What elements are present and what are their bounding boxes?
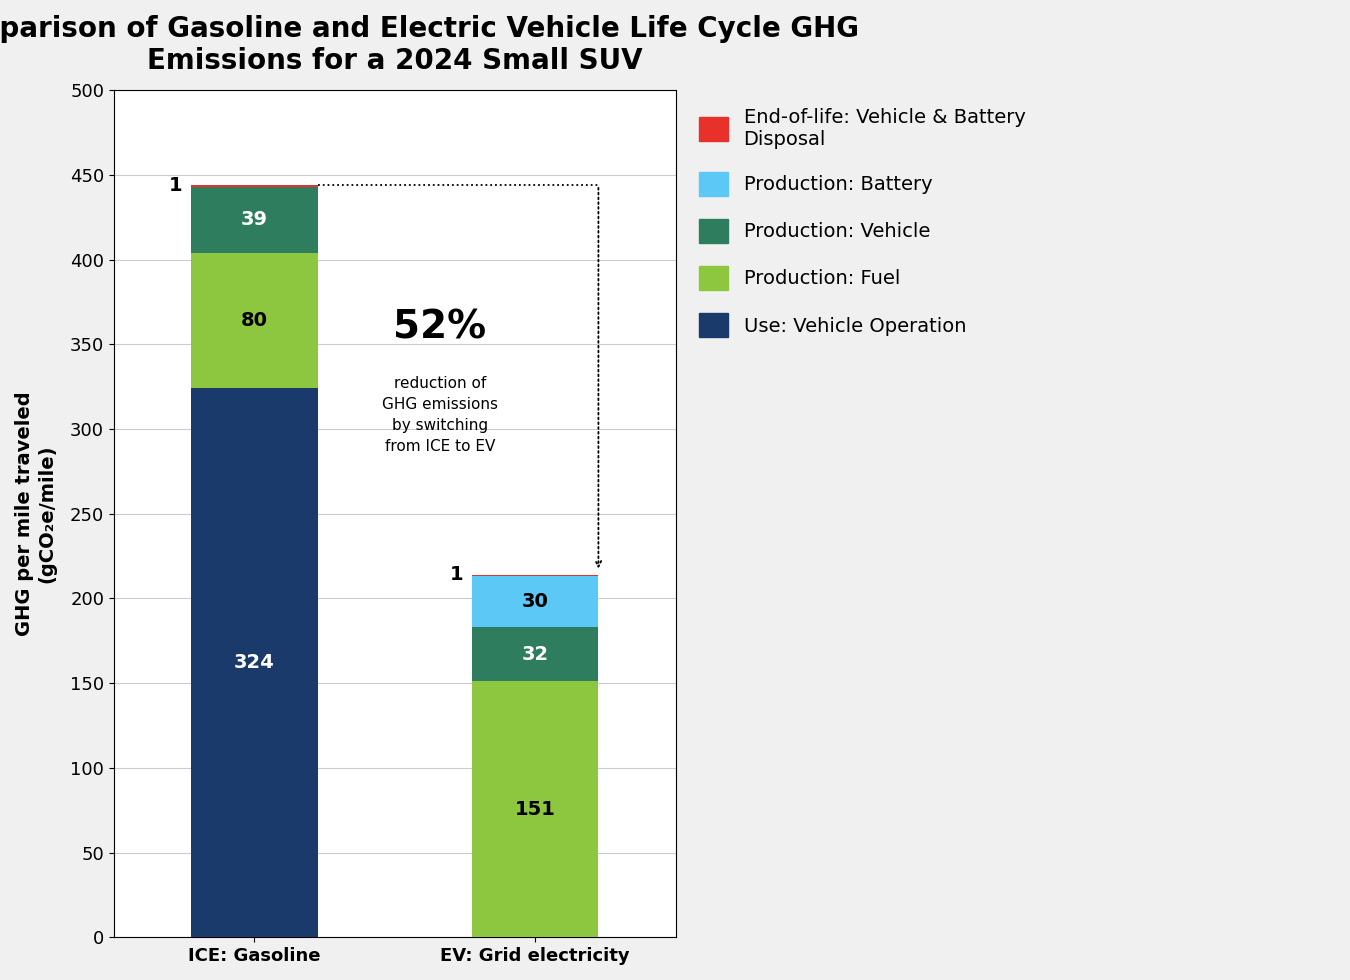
Bar [192,187,317,253]
Bar [472,681,598,937]
Text: 32: 32 [521,645,548,663]
Text: 39: 39 [240,211,267,229]
Bar [472,576,598,627]
Y-axis label: GHG per mile traveled
(gCO₂e/mile): GHG per mile traveled (gCO₂e/mile) [15,391,55,636]
Bar [472,627,598,681]
Text: 324: 324 [234,654,274,672]
Text: 1: 1 [169,175,182,195]
Title: Comparison of Gasoline and Electric Vehicle Life Cycle GHG
Emissions for a 2024 : Comparison of Gasoline and Electric Vehi… [0,15,859,75]
Text: reduction of
GHG emissions
by switching
from ICE to EV: reduction of GHG emissions by switching … [382,376,498,455]
Legend: End-of-life: Vehicle & Battery
Disposal, Production: Battery, Production: Vehicl: End-of-life: Vehicle & Battery Disposal,… [691,100,1033,345]
Text: 1: 1 [450,565,463,584]
Bar [192,253,317,388]
Text: 151: 151 [514,800,556,819]
Bar [472,574,598,576]
Text: 30: 30 [521,592,548,612]
Bar [192,185,317,187]
Text: 80: 80 [240,311,267,330]
Text: 52%: 52% [393,309,486,346]
Bar [192,388,317,937]
